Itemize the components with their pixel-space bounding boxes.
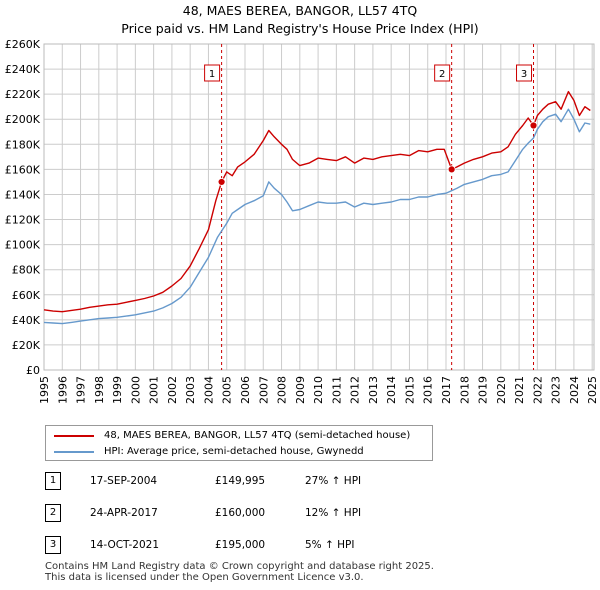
sale-marker-box <box>516 64 533 82</box>
sale-marker-box <box>434 64 451 82</box>
price-chart: 1 2 3 £0 £20K £40K £60K £80K £100K £120K £140K £16… <box>5 38 599 404</box>
x-tick-label: 2006 <box>239 376 252 404</box>
sale-price: £195,000 <box>215 539 266 551</box>
y-tick-label: £240K <box>5 63 41 76</box>
legend-label-hpi: HPI: Average price, semi-detached house,… <box>104 446 364 457</box>
property-price-line <box>43 90 591 313</box>
footer: Contains HM Land Registry data © Crown c… <box>45 561 434 583</box>
sale-marker-label: 3 <box>521 69 527 80</box>
y-tick-label: £40K <box>12 314 41 327</box>
sale-point <box>447 165 456 174</box>
chart-title-block: 48, MAES BEREA, BANGOR, LL57 4TQ Price p… <box>0 2 600 38</box>
sale-marker-label: 1 <box>209 69 215 80</box>
x-tick-label: 2001 <box>148 376 161 404</box>
x-tick-label: 2007 <box>257 376 270 404</box>
x-tick-label: 1996 <box>56 376 69 404</box>
y-tick-label: £200K <box>5 113 41 126</box>
sale-number: 2 <box>45 504 61 522</box>
chart-title: 48, MAES BEREA, BANGOR, LL57 4TQ <box>182 3 418 18</box>
sale-hpi-change: 5% ↑ HPI <box>305 539 355 551</box>
x-tick-label: 2024 <box>568 376 581 404</box>
plot-frame <box>43 43 595 371</box>
sale-date: 14-OCT-2021 <box>90 539 159 551</box>
sale-point <box>529 121 538 130</box>
hpi-line <box>43 108 591 325</box>
sale-price: £149,995 <box>215 475 266 487</box>
x-tick-label: 2019 <box>477 376 490 404</box>
legend-swatch-hpi <box>54 451 94 453</box>
sale-hpi-change: 12% ↑ HPI <box>305 507 362 519</box>
y-tick-label: £0 <box>26 364 40 377</box>
x-tick-label: 2017 <box>440 376 453 404</box>
x-tick-label: 2011 <box>330 376 343 404</box>
x-tick-label: 2016 <box>422 376 435 404</box>
x-tick-label: 2012 <box>349 376 362 404</box>
plot-area <box>44 44 594 370</box>
x-tick-label: 2015 <box>403 376 416 404</box>
footer-copyright: Contains HM Land Registry data © Crown c… <box>45 561 434 572</box>
x-tick-label: 2009 <box>294 376 307 404</box>
x-tick-label: 2000 <box>129 376 142 404</box>
y-tick-label: £20K <box>12 339 41 352</box>
legend-swatch-property <box>54 435 94 437</box>
chart-subtitle: Price paid vs. HM Land Registry's House … <box>121 21 479 36</box>
sale-number: 1 <box>45 472 61 490</box>
x-tick-label: 2008 <box>276 376 289 404</box>
x-tick-label: 2018 <box>458 376 471 404</box>
series <box>43 90 591 325</box>
y-axis: £0 £20K £40K £60K £80K £100K £120K £140K £160K £1… <box>5 38 41 377</box>
x-tick-label: 2003 <box>184 376 197 404</box>
legend-label-property: 48, MAES BEREA, BANGOR, LL57 4TQ (semi-d… <box>104 430 411 441</box>
sale-price: £160,000 <box>215 507 266 519</box>
footer-licence: This data is licensed under the Open Gov… <box>45 572 364 583</box>
y-tick-label: £80K <box>12 264 41 277</box>
x-tick-label: 2002 <box>166 376 179 404</box>
sale-markers: 1 2 3 <box>204 44 535 370</box>
grid <box>43 43 595 371</box>
x-tick-label: 2023 <box>550 376 563 404</box>
y-tick-label: £100K <box>5 239 41 252</box>
x-tick-label: 2010 <box>312 376 325 404</box>
legend: 48, MAES BEREA, BANGOR, LL57 4TQ (semi-d… <box>45 425 433 461</box>
x-tick-label: 2014 <box>385 376 398 404</box>
x-axis: 1995 1996 1997 1998 1999 2000 2001 2002 2003 2004… <box>38 376 599 404</box>
y-tick-label: £140K <box>5 188 41 201</box>
y-tick-label: £260K <box>5 38 41 51</box>
x-tick-label: 1995 <box>38 376 51 404</box>
sale-hpi-change: 27% ↑ HPI <box>305 475 362 487</box>
sale-marker-box <box>204 64 221 82</box>
x-tick-label: 2021 <box>513 376 526 404</box>
x-tick-label: 1997 <box>75 376 88 404</box>
y-tick-label: £160K <box>5 163 41 176</box>
sale-point <box>217 178 226 186</box>
y-tick-label: £120K <box>5 214 41 227</box>
sale-date: 24-APR-2017 <box>90 507 158 519</box>
x-tick-label: 2013 <box>367 376 380 404</box>
sale-number: 3 <box>45 536 61 554</box>
x-tick-label: 2005 <box>221 376 234 404</box>
x-tick-label: 2004 <box>202 376 215 404</box>
sale-date: 17-SEP-2004 <box>90 475 158 487</box>
y-tick-label: £220K <box>5 88 41 101</box>
sale-marker-label: 2 <box>439 69 445 80</box>
x-tick-label: 2025 <box>586 376 599 404</box>
y-tick-label: £180K <box>5 138 41 151</box>
x-tick-label: 2020 <box>495 376 508 404</box>
y-tick-label: £60K <box>12 289 41 302</box>
x-tick-label: 1999 <box>111 376 124 404</box>
x-tick-label: 1998 <box>93 376 106 404</box>
x-tick-label: 2022 <box>531 376 544 404</box>
